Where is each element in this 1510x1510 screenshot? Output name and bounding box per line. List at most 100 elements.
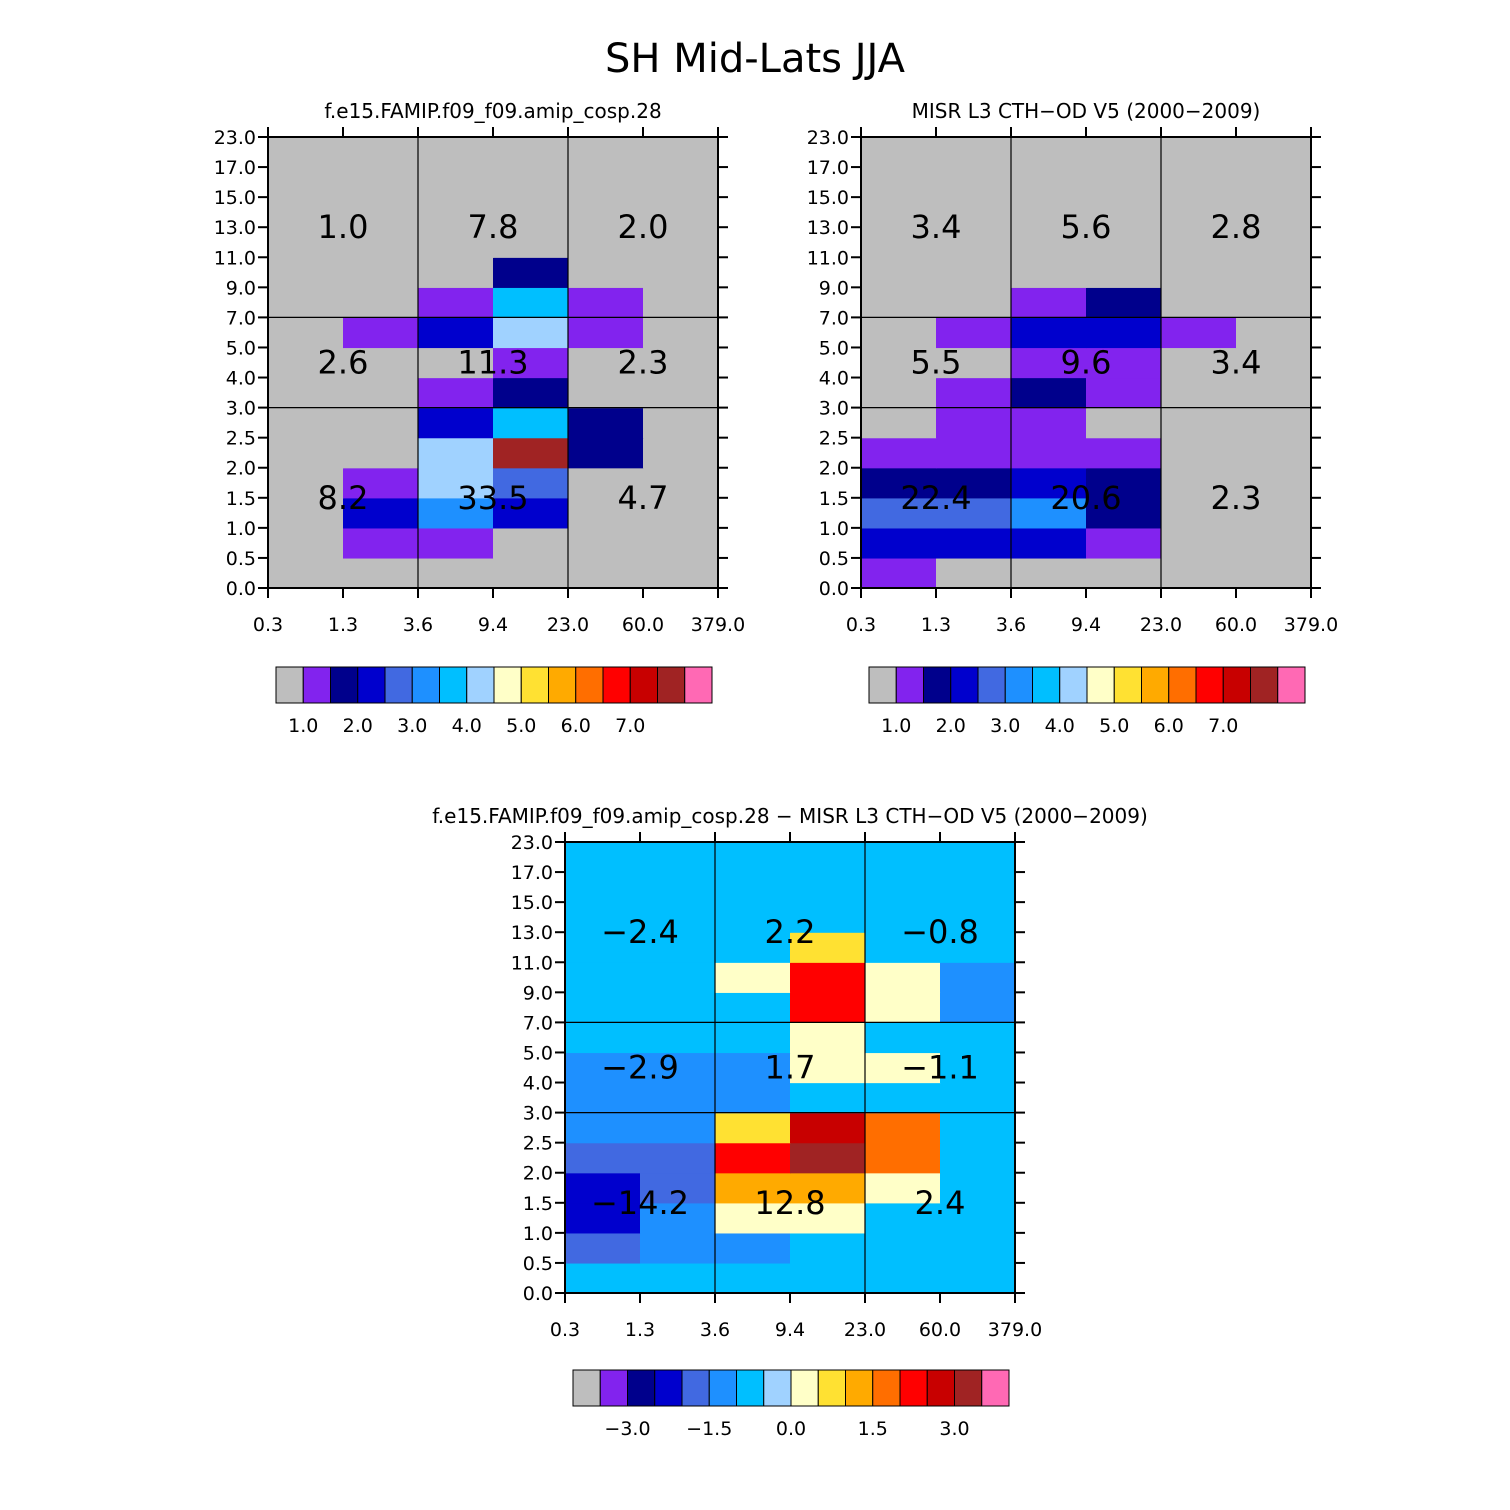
heatmap-cell — [343, 287, 419, 318]
heatmap-cell — [865, 872, 941, 903]
y-tick-label: 4.0 — [523, 1073, 553, 1095]
heatmap-cell — [565, 1202, 641, 1234]
heatmap-cell — [1086, 347, 1162, 379]
y-tick-label: 13.0 — [511, 922, 553, 944]
colorbar-swatch — [950, 666, 979, 704]
colorbar-swatch — [1168, 666, 1197, 704]
colorbar-label: 4.0 — [452, 715, 482, 737]
colorbar-label: 4.0 — [1045, 715, 1075, 737]
heatmap-cell — [640, 932, 716, 963]
heatmap-cell — [418, 407, 494, 439]
heatmap-cell — [493, 407, 569, 439]
heatmap-cell — [790, 1262, 866, 1294]
heatmap-cell — [1086, 227, 1162, 258]
colorbar-swatch — [736, 1369, 765, 1407]
x-tick-label: 3.6 — [996, 614, 1026, 636]
colorbar-swatch — [872, 1369, 901, 1407]
heatmap-cell — [715, 1022, 791, 1054]
heatmap-cell — [418, 137, 494, 168]
heatmap-cell — [1011, 467, 1087, 499]
heatmap-cell — [418, 287, 494, 318]
colorbar-label: −1.5 — [686, 1418, 732, 1440]
panel-obs: MISR L3 CTH−OD V5 (2000−2009) 0.0 0.5 1.0 1.… — [807, 99, 1339, 737]
heatmap-cell — [940, 1172, 1016, 1204]
colorbar-swatch — [572, 1369, 601, 1407]
summary-value: 2.3 — [618, 344, 669, 382]
colorbar-swatch — [977, 666, 1006, 704]
heatmap-cell — [940, 1052, 1016, 1084]
heatmap-cell — [861, 167, 937, 198]
colorbar-label: 1.0 — [288, 715, 318, 737]
heatmap-cell — [568, 557, 644, 589]
y-tick-label: 15.0 — [214, 187, 256, 209]
heatmap-cell — [1236, 347, 1312, 379]
heatmap-cell — [715, 1202, 791, 1234]
heatmap-cell — [1086, 167, 1162, 198]
heatmap-cell — [936, 287, 1012, 318]
y-tick-label: 0.0 — [523, 1283, 553, 1305]
y-tick-label: 1.5 — [819, 488, 849, 510]
heatmap-cell — [865, 1202, 941, 1234]
colorbar-swatch — [681, 1369, 710, 1407]
heatmap-cell — [715, 1142, 791, 1174]
heatmap-cell — [568, 227, 644, 258]
y-tick-label: 7.0 — [819, 307, 849, 329]
y-tick-label: 11.0 — [807, 247, 849, 269]
heatmap-cell — [790, 1112, 866, 1144]
heatmap-cell — [568, 287, 644, 318]
heatmap-cell — [1011, 497, 1087, 529]
heatmap-cell — [865, 1082, 941, 1114]
heatmap-cell — [865, 1172, 941, 1204]
heatmap-cell — [1236, 287, 1312, 318]
heatmap-cell — [565, 1262, 641, 1294]
heatmap-cell — [1236, 317, 1312, 349]
heatmap-cell — [1161, 287, 1237, 318]
heatmap-cell — [568, 407, 644, 439]
summary-value: 11.3 — [457, 344, 528, 382]
heatmap-cell — [936, 317, 1012, 349]
colorbar-swatch — [763, 1369, 792, 1407]
summary-value: 12.8 — [754, 1184, 825, 1222]
y-tick-label: 23.0 — [511, 832, 553, 854]
heatmap-cell — [268, 137, 344, 168]
heatmap-cell — [565, 872, 641, 903]
y-tick-label: 2.5 — [819, 428, 849, 450]
y-tick-label: 1.0 — [226, 518, 256, 540]
heatmap-cell — [1011, 407, 1087, 439]
heatmap-cell — [1086, 197, 1162, 228]
colorbar-swatch — [790, 1369, 819, 1407]
heatmap-cell — [640, 1172, 716, 1204]
y-tick-label: 5.0 — [226, 337, 256, 359]
summary-value: −14.2 — [591, 1184, 689, 1222]
heatmap-cell — [268, 347, 344, 379]
heatmap-cell — [343, 197, 419, 228]
heatmap-cell — [643, 137, 719, 168]
heatmap-cell — [343, 167, 419, 198]
colorbar-swatch — [657, 666, 686, 704]
heatmap-cell — [268, 317, 344, 349]
heatmap-cell — [343, 347, 419, 379]
heatmap-cell — [865, 932, 941, 963]
colorbar-label: 1.5 — [858, 1418, 888, 1440]
y-tick-label: 13.0 — [807, 217, 849, 239]
colorbar-swatch — [1222, 666, 1251, 704]
panel-title: f.e15.FAMIP.f09_f09.amip_cosp.28 — [324, 99, 661, 123]
colorbar-swatch — [629, 666, 658, 704]
heatmap-cell — [940, 932, 1016, 963]
heatmap-cell — [1236, 257, 1312, 288]
colorbar-swatch — [845, 1369, 874, 1407]
y-tick-label: 9.0 — [819, 277, 849, 299]
heatmap-cell — [790, 992, 866, 1023]
colorbar-label: −3.0 — [604, 1418, 650, 1440]
y-tick-label: 9.0 — [523, 982, 553, 1004]
y-tick-label: 0.5 — [523, 1253, 553, 1275]
heatmap-cell — [640, 1022, 716, 1054]
heatmap-cell — [493, 197, 569, 228]
heatmap-cell — [643, 197, 719, 228]
heatmap-cell — [1086, 287, 1162, 318]
colorbar-swatch — [895, 666, 924, 704]
x-tick-label: 23.0 — [1140, 614, 1182, 636]
y-tick-label: 7.0 — [226, 307, 256, 329]
heatmap-cell — [940, 1202, 1016, 1234]
heatmap-cell — [1086, 497, 1162, 529]
